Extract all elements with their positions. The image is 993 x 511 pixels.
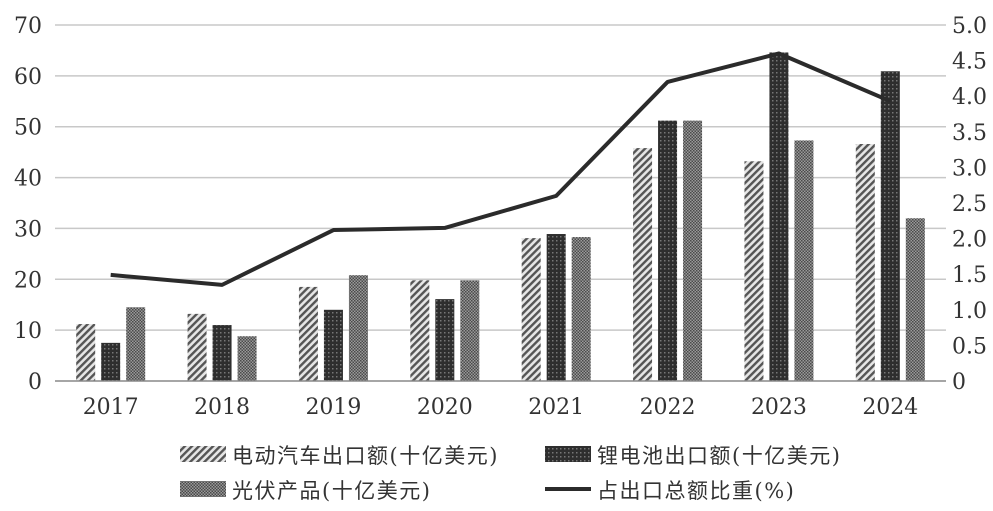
bar-dots [349,275,368,381]
bar-hatch [410,280,429,381]
bar-hatch [633,148,652,381]
y-right-tick-label: 4.5 [952,50,987,75]
bar-hatch [188,314,207,381]
y-right-tick-label: 3.0 [952,156,987,181]
y-right-tick-label: 4.0 [952,85,987,110]
x-tick-label: 2020 [417,395,473,420]
bar-dark [435,299,454,381]
bar-dark [101,343,120,381]
y-left-tick-label: 40 [14,167,42,192]
bar-dots [794,140,813,381]
y-right-tick-label: 1.5 [952,263,987,288]
legend-label: 占出口总额比重(%) [597,479,795,503]
legend-swatch-hatch [180,446,226,462]
bar-dark [881,71,900,381]
x-tick-label: 2018 [194,395,250,420]
legend-label: 光伏产品(十亿美元) [232,479,431,503]
bar-dots [238,336,257,381]
y-right-tick-label: 3.5 [952,121,987,146]
x-tick-label: 2024 [862,395,918,420]
bars [76,52,925,381]
y-right-tick-label: 5.0 [952,14,987,39]
bar-dark [324,310,343,381]
bar-dark [213,325,232,381]
bar-hatch [299,287,318,381]
y-left-tick-label: 60 [14,65,42,90]
bar-hatch [522,238,541,381]
y-left-tick-label: 70 [14,14,42,39]
bar-dots [683,121,702,381]
y-right-tick-label: 2.0 [952,228,987,253]
bar-hatch [856,144,875,381]
x-tick-label: 2023 [751,395,807,420]
y-left-tick-label: 30 [14,217,42,242]
legend-swatch-dots [180,481,226,497]
y-right-tick-label: 0.5 [952,334,987,359]
y-right-tick-label: 1.0 [952,299,987,324]
x-tick-label: 2021 [528,395,584,420]
axes: 0 10 20 30 40 50 60 70 0 0.5 1.0 1.5 2.0 2.5 3.0 3.5 4.0… [14,14,987,420]
y-left-tick-label: 0 [28,370,42,395]
legend: 电动汽车出口额(十亿美元) 锂电池出口额(十亿美元) 光伏产品(十亿美元) 占出口总额… [180,444,841,503]
legend-swatch-dark [545,446,591,462]
y-right-tick-label: 0 [952,370,966,395]
bar-dark [658,121,677,381]
bar-dots [126,307,145,381]
bar-dark [769,52,788,381]
y-left-tick-label: 20 [14,268,42,293]
legend-label: 锂电池出口额(十亿美元) [597,444,841,468]
y-left-tick-label: 10 [14,319,42,344]
bar-dots [572,237,591,381]
legend-label: 电动汽车出口额(十亿美元) [232,444,499,468]
x-tick-label: 2022 [640,395,696,420]
x-tick-label: 2019 [305,395,361,420]
bar-hatch [76,324,95,381]
bar-hatch [744,161,763,381]
x-tick-label: 2017 [83,395,139,420]
y-left-tick-label: 50 [14,116,42,141]
y-right-tick-label: 2.5 [952,192,987,217]
bar-dots [906,218,925,381]
bar-dark [547,234,566,381]
bar-dots [460,280,479,381]
